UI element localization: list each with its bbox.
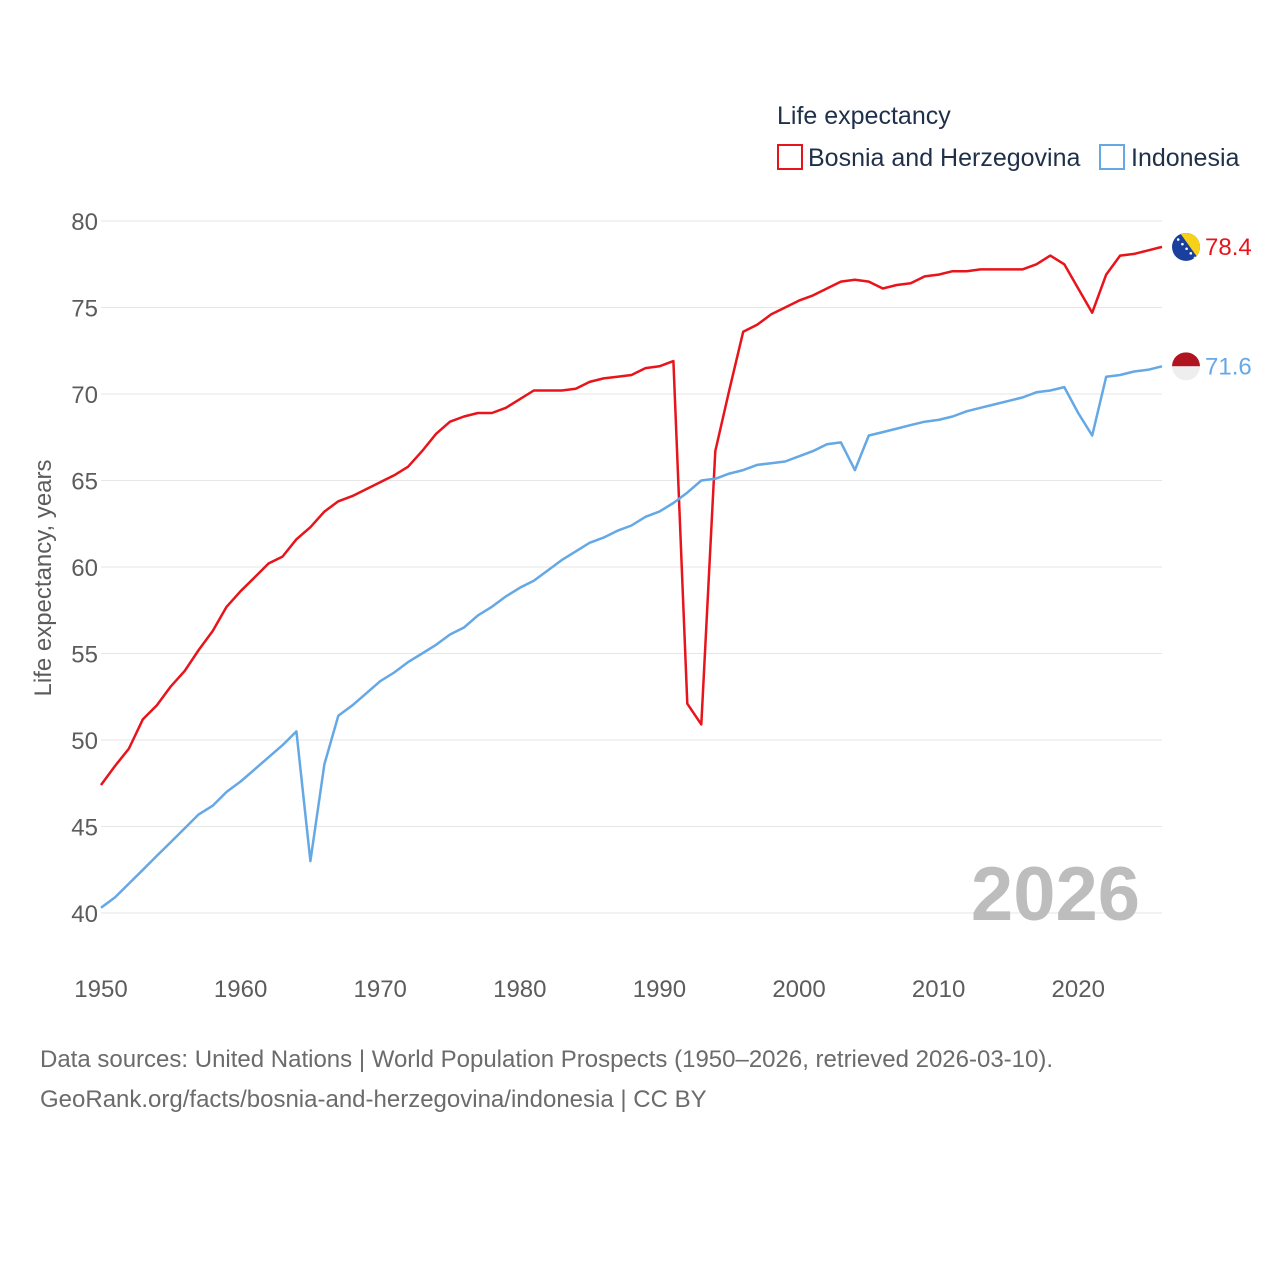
legend-title: Life expectancy — [777, 102, 951, 130]
flag-star — [1172, 233, 1176, 237]
legend-swatch-indonesia — [1099, 144, 1125, 170]
legend-item-indonesia[interactable]: Indonesia — [1099, 144, 1240, 172]
y-tick-label: 80 — [71, 209, 98, 236]
flag-star — [1189, 252, 1193, 255]
x-tick-label: 2000 — [772, 976, 825, 1003]
x-tick-label: 1960 — [214, 976, 267, 1003]
y-tick-label: 50 — [71, 728, 98, 755]
flag-star — [1176, 238, 1180, 241]
x-tick-label: 1990 — [633, 976, 686, 1003]
year-watermark: 2026 — [971, 852, 1140, 937]
x-tick-label: 1950 — [74, 976, 127, 1003]
y-tick-label: 70 — [71, 382, 98, 409]
legend-label-bosnia-and-herzegovina: Bosnia and Herzegovina — [808, 144, 1080, 172]
series-line-bosnia-and-herzegovina — [99, 245, 1163, 786]
gridlines — [101, 220, 1162, 914]
end-value-bosnia-and-herzegovina: 78.4 — [1205, 234, 1252, 261]
life-expectancy-chart: Life expectancy Bosnia and Herzegovina I… — [30, 102, 1252, 1003]
end-value-indonesia: 71.6 — [1205, 353, 1252, 380]
y-tick-label: 65 — [71, 469, 98, 496]
legend-item-bosnia-and-herzegovina[interactable]: Bosnia and Herzegovina — [777, 144, 1080, 172]
legend-swatch-bosnia-and-herzegovina — [777, 144, 803, 170]
footer: Data sources: United Nations | World Pop… — [40, 1040, 1053, 1120]
flag-star — [1185, 247, 1188, 251]
indonesia-flag-icon — [1172, 352, 1200, 381]
flag-star — [1193, 256, 1197, 260]
series-line-indonesia — [100, 365, 1163, 909]
data-sources-text: Data sources: United Nations | World Pop… — [40, 1046, 1054, 1073]
y-tick-label: 75 — [71, 296, 98, 323]
series-lines — [99, 245, 1163, 909]
x-axis-ticks: 1950 1960 1970 1980 1990 2000 2010 2020 — [74, 976, 1105, 1003]
y-tick-label: 55 — [71, 642, 98, 669]
end-marker-indonesia: 71.6 — [1172, 352, 1252, 381]
x-tick-label: 1970 — [354, 976, 407, 1003]
y-axis-label: Life expectancy, years — [30, 459, 57, 696]
y-tick-label: 60 — [71, 555, 98, 582]
x-tick-label: 2020 — [1052, 976, 1105, 1003]
x-tick-label: 1980 — [493, 976, 546, 1003]
x-tick-label: 2010 — [912, 976, 965, 1003]
y-axis-ticks: 40 45 50 55 60 65 70 75 80 — [71, 209, 98, 928]
y-tick-label: 45 — [71, 815, 98, 842]
y-tick-label: 40 — [71, 901, 98, 928]
legend-label-indonesia: Indonesia — [1131, 144, 1240, 172]
source-link[interactable]: GeoRank.org/facts/bosnia-and-herzegovina… — [40, 1086, 707, 1113]
end-marker-bosnia-and-herzegovina: 78.4 — [1172, 232, 1252, 261]
bosnia-herzegovina-flag-icon — [1172, 232, 1200, 261]
flag-star — [1181, 242, 1184, 246]
